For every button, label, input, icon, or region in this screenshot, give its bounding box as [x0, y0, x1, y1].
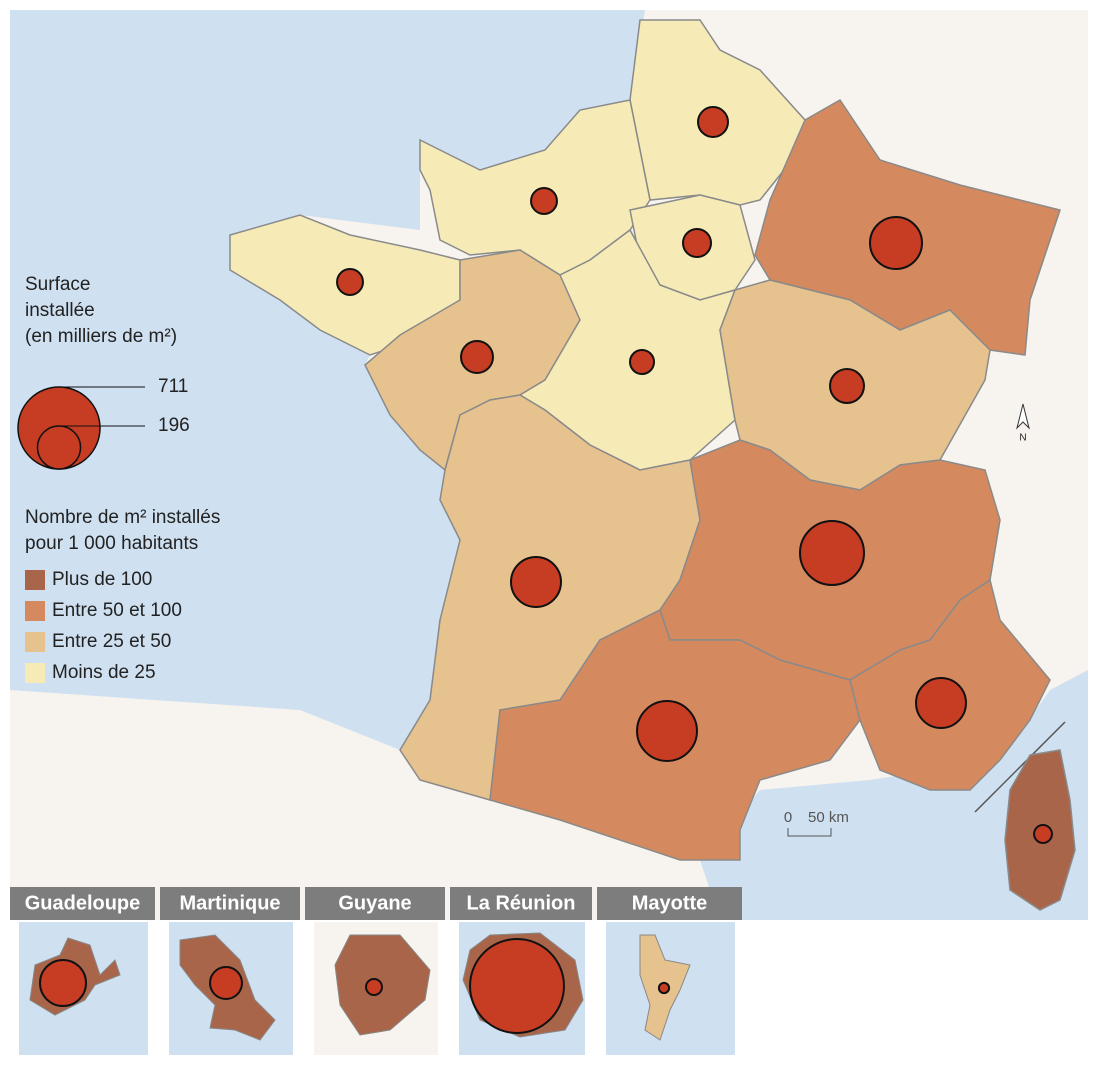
legend-class-label: Plus de 100 — [52, 569, 152, 590]
region-circle — [628, 348, 656, 376]
overseas-circle — [657, 981, 671, 995]
legend-swatch — [25, 601, 45, 621]
region-circle — [530, 187, 558, 215]
legend-class-label: Moins de 25 — [52, 662, 156, 683]
panel-title: Martinique — [179, 892, 280, 914]
region-circle — [1033, 824, 1053, 844]
panel-title: Guyane — [338, 892, 411, 914]
region-circle — [681, 227, 713, 259]
legend-swatch — [25, 663, 45, 683]
legend-size-circle — [36, 425, 82, 470]
legend-size-title: (en milliers de m²) — [25, 326, 177, 347]
legend-size-title: Surface — [25, 274, 90, 295]
north-label: N — [1019, 433, 1026, 444]
legend-swatch — [25, 632, 45, 652]
map-layer: Surface installée (en milliers de m²) 711 19… — [10, 19, 1076, 1055]
panel-header — [597, 887, 742, 920]
region-circle — [915, 677, 967, 729]
legend-color-title: Nombre de m² installés — [25, 507, 220, 528]
region-circle — [510, 556, 562, 608]
panel-header — [160, 887, 300, 920]
panel-title: La Réunion — [467, 892, 576, 914]
scale-bar — [787, 828, 832, 837]
panel-header — [305, 887, 445, 920]
region-circle — [799, 520, 865, 586]
atlantic-sea — [10, 10, 645, 750]
legend-class-label: Entre 50 et 100 — [52, 600, 182, 621]
legend-swatch — [25, 570, 45, 590]
legend-color-title: pour 1 000 habitants — [25, 533, 198, 554]
region-circle — [636, 700, 698, 762]
region-circle — [460, 340, 494, 374]
panel-header — [10, 887, 155, 920]
overseas-circle — [209, 966, 243, 1000]
overseas-circle — [38, 958, 88, 1008]
legend-size-label: 196 — [158, 415, 190, 436]
region-circle — [868, 215, 924, 271]
scale-label: 50 km — [808, 809, 849, 826]
legend-size-title: installée — [25, 300, 95, 321]
north-arrow — [1016, 403, 1030, 430]
region-circle — [336, 268, 364, 296]
region-circle — [697, 106, 729, 138]
panel-header — [450, 887, 592, 920]
panel-title: Guadeloupe — [25, 892, 141, 914]
scale-label: 0 — [784, 809, 792, 826]
overseas-circle — [365, 978, 383, 996]
overseas-circle — [469, 938, 565, 1034]
panel-title: Mayotte — [632, 892, 708, 914]
legend-class-label: Entre 25 et 50 — [52, 631, 171, 652]
legend-size-label: 711 — [158, 376, 188, 397]
corse-separator — [974, 721, 1066, 813]
region-circle — [829, 368, 865, 404]
region — [518, 228, 737, 471]
mediterranean-sea — [700, 670, 1088, 920]
